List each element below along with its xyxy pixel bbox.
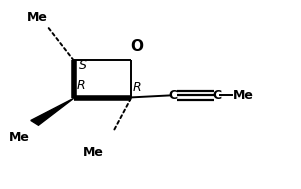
Text: R: R — [77, 80, 85, 92]
Text: C: C — [169, 89, 178, 102]
Text: Me: Me — [27, 12, 48, 24]
Text: C: C — [212, 89, 221, 102]
Text: Me: Me — [83, 146, 104, 159]
Text: O: O — [130, 39, 144, 54]
Text: Me: Me — [9, 132, 30, 144]
Text: Me: Me — [233, 89, 254, 102]
Polygon shape — [31, 98, 74, 125]
Text: R: R — [132, 81, 141, 94]
Text: S: S — [79, 59, 87, 72]
